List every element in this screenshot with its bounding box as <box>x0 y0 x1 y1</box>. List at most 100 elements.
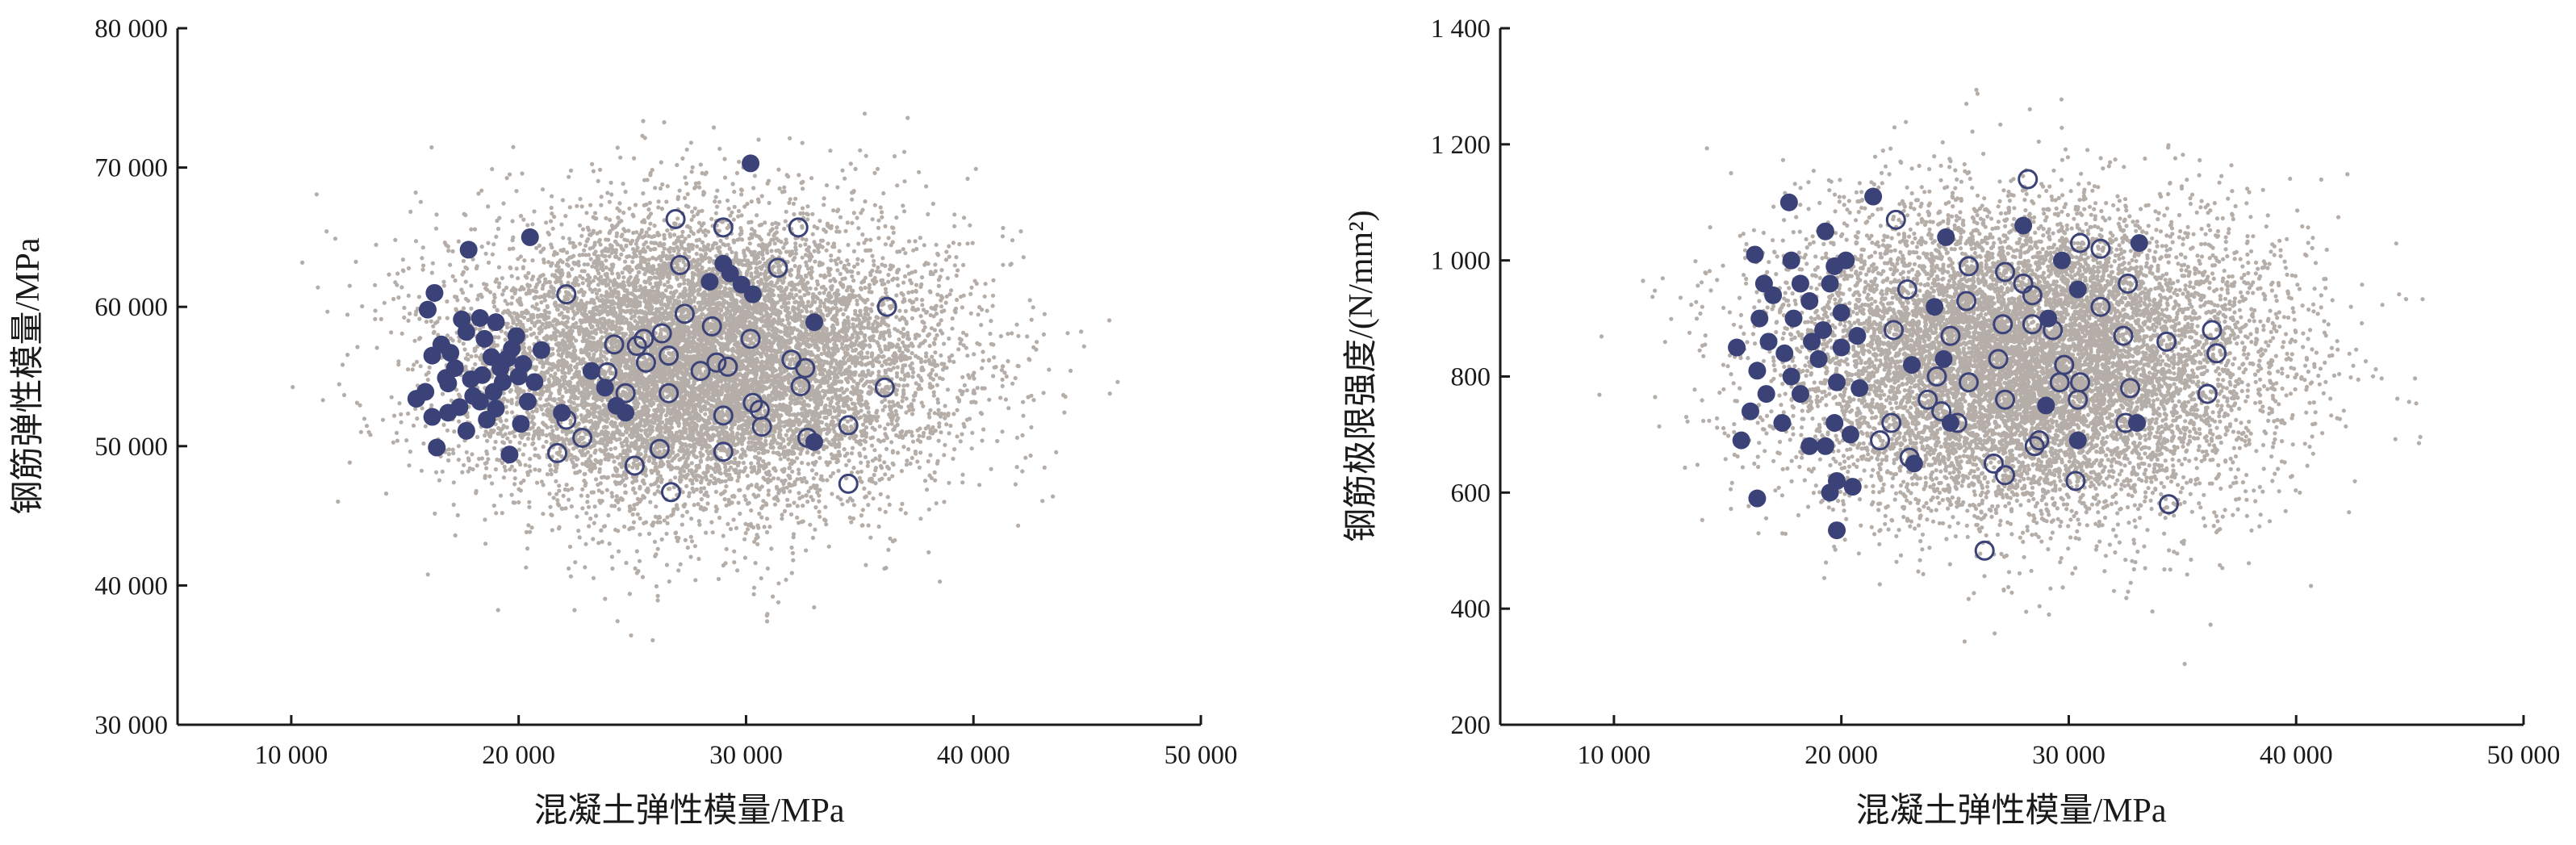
cloud-point <box>872 258 876 263</box>
cloud-point <box>615 145 620 150</box>
cloud-point <box>692 214 696 219</box>
cloud-point <box>433 226 439 231</box>
cloud-point <box>512 476 517 481</box>
cloud-point <box>844 288 850 293</box>
cloud-point <box>756 137 761 142</box>
cloud-point <box>1016 523 1021 528</box>
cloud-point <box>634 479 639 483</box>
cloud-point <box>355 345 360 349</box>
cloud-point <box>574 320 579 325</box>
cloud-point <box>664 531 669 536</box>
cloud-point <box>1065 331 1070 336</box>
cloud-point <box>862 111 868 116</box>
cloud-point <box>891 276 896 281</box>
cloud-point <box>652 224 657 228</box>
cloud-layer-left <box>291 111 1120 642</box>
cloud-point <box>851 249 856 253</box>
cloud-point <box>469 306 474 311</box>
cloud-point <box>924 184 929 189</box>
cloud-point <box>635 512 640 517</box>
cloud-point <box>822 304 827 309</box>
cloud-point <box>863 454 868 460</box>
cloud-point <box>942 500 947 504</box>
cloud-point <box>596 488 601 493</box>
cloud-point <box>504 418 509 423</box>
cloud-point <box>732 549 737 554</box>
cloud-point <box>784 577 788 583</box>
cloud-point <box>1081 344 1086 349</box>
cloud-point <box>826 241 830 246</box>
cloud-point <box>1020 469 1025 474</box>
cloud-point <box>836 450 841 454</box>
cloud-point <box>930 425 935 430</box>
cloud-point <box>462 347 467 352</box>
cloud-point <box>1003 397 1008 402</box>
cloud-point <box>407 463 412 468</box>
cloud-point <box>320 398 325 403</box>
cloud-point <box>406 411 411 416</box>
cloud-point <box>880 408 885 412</box>
cloud-point <box>412 338 417 343</box>
cloud-point <box>911 398 916 403</box>
cloud-point <box>830 492 834 496</box>
cloud-point <box>795 456 800 461</box>
cloud-point <box>932 411 937 416</box>
cloud-point <box>902 179 907 184</box>
cloud-point <box>991 278 996 282</box>
cloud-point <box>704 530 709 535</box>
cloud-point <box>505 302 510 307</box>
cloud-point <box>883 224 888 228</box>
cloud-point <box>521 452 526 457</box>
cloud-point <box>754 266 759 270</box>
cloud-point <box>528 469 533 474</box>
cloud-point <box>521 266 525 270</box>
cloud-point <box>1115 379 1120 384</box>
cloud-point <box>787 466 792 471</box>
cloud-point <box>849 471 854 475</box>
cloud-point <box>886 466 891 471</box>
cloud-point <box>325 309 330 314</box>
cloud-point <box>805 217 810 222</box>
cloud-point <box>539 300 544 305</box>
cloud-point <box>733 456 738 462</box>
cloud-point <box>1021 255 1026 260</box>
cloud-point <box>961 421 966 426</box>
cloud-point <box>613 248 619 253</box>
cloud-point <box>883 426 888 431</box>
cloud-point <box>710 391 715 395</box>
cloud-point <box>698 247 703 252</box>
cloud-point <box>789 571 794 575</box>
cloud-point <box>908 461 913 466</box>
cloud-point <box>686 463 691 468</box>
cloud-point <box>548 504 553 509</box>
cloud-point <box>445 299 450 304</box>
cloud-point <box>759 515 764 520</box>
cloud-point <box>396 359 401 364</box>
cloud-point <box>889 421 894 426</box>
cloud-point <box>453 278 458 283</box>
cloud-point <box>510 410 515 415</box>
cloud-point <box>901 377 906 382</box>
cloud-point <box>869 354 874 359</box>
cloud-point <box>490 481 495 486</box>
cloud-point <box>648 500 653 504</box>
cloud-point <box>580 276 585 281</box>
cloud-point <box>885 422 890 427</box>
cloud-point <box>738 511 742 517</box>
cloud-point <box>777 186 782 191</box>
cloud-point <box>918 517 923 521</box>
cloud-point <box>559 222 564 227</box>
cloud-point <box>567 271 571 276</box>
cloud-point <box>641 191 646 196</box>
cloud-point <box>746 436 752 441</box>
cloud-point <box>827 299 832 304</box>
cloud-point <box>431 330 437 335</box>
cloud-point <box>713 211 719 215</box>
cloud-point <box>879 278 884 283</box>
cloud-point <box>855 302 859 307</box>
cloud-point <box>845 499 850 504</box>
cloud-point <box>835 185 840 190</box>
cloud-point <box>722 175 728 180</box>
cloud-point <box>968 223 972 228</box>
